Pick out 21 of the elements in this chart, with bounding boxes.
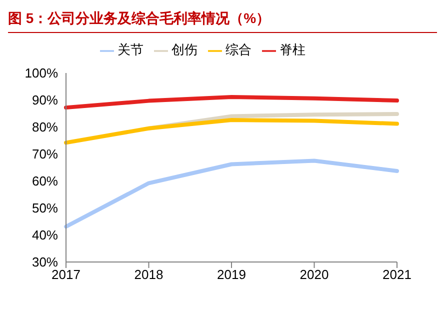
- legend-label: 创伤: [172, 42, 198, 57]
- y-tick-label: 100%: [24, 66, 58, 81]
- chart-title: 图 5：公司分业务及综合毛利率情况（%）: [8, 8, 437, 33]
- line-series: [64, 158, 399, 229]
- x-tick-label: 2018: [134, 267, 164, 282]
- x-tick-label: 2019: [217, 267, 246, 282]
- y-tick-label: 80%: [32, 120, 58, 135]
- x-tick-label: 2020: [300, 267, 329, 282]
- legend-label: 关节: [118, 42, 144, 57]
- y-tick-label: 30%: [32, 254, 58, 270]
- legend-label: 脊柱: [280, 42, 306, 57]
- y-tick-label: 40%: [32, 228, 58, 243]
- legend-label: 综合: [226, 42, 252, 57]
- line-series: [64, 95, 399, 110]
- y-tick-label: 70%: [32, 146, 58, 162]
- y-tick-label: 90%: [32, 92, 58, 108]
- y-tick-label: 50%: [32, 200, 58, 216]
- line-series: [64, 118, 399, 145]
- y-tick-label: 60%: [32, 174, 58, 189]
- x-tick-label: 2021: [382, 267, 412, 282]
- x-tick-label: 2017: [52, 267, 80, 282]
